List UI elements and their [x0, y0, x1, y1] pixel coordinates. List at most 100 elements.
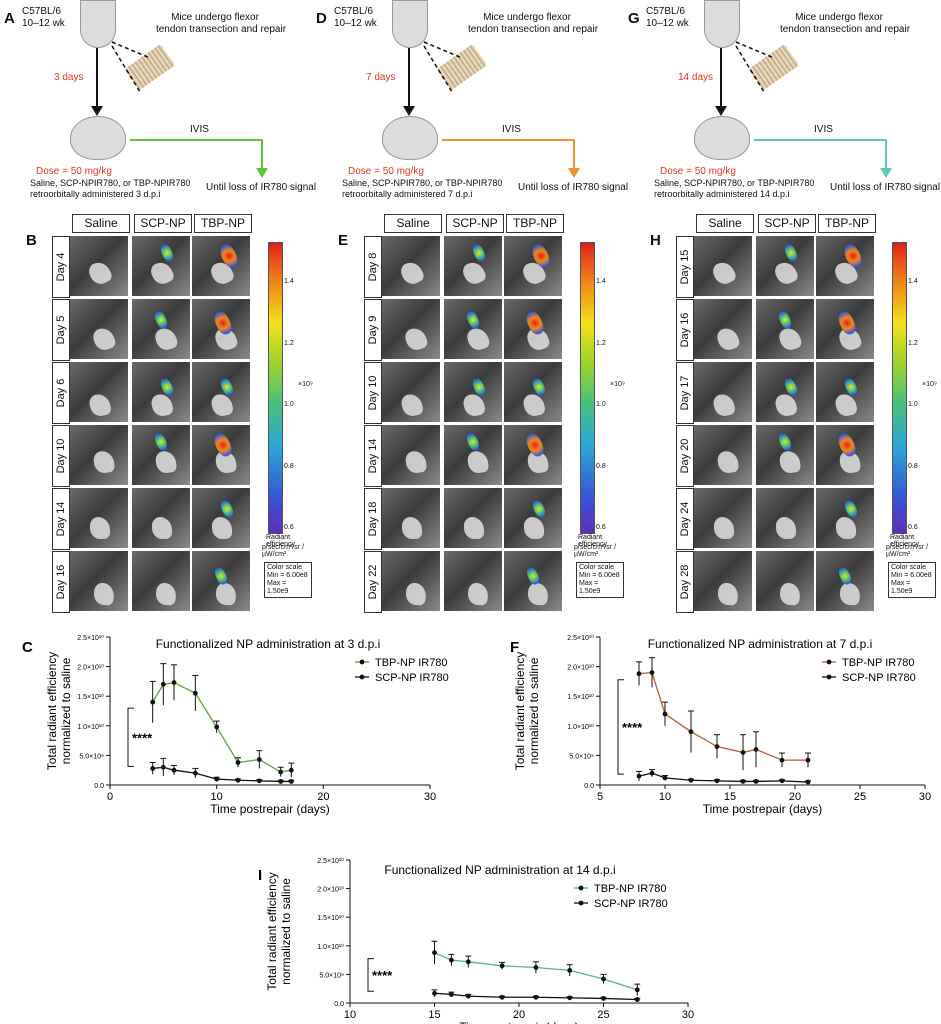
ivis-image [694, 551, 752, 611]
y-tick-label: 2.0×10¹⁰ [567, 664, 594, 672]
paw-shape [155, 582, 177, 606]
data-point [805, 779, 811, 785]
data-point [533, 965, 539, 970]
fluorescence-signal [152, 309, 170, 331]
paw-shape [90, 325, 118, 353]
paw-shape [460, 258, 488, 288]
data-point [601, 996, 606, 1001]
colorbar-label: Radiant efficiency [890, 534, 920, 548]
data-point [662, 775, 668, 781]
data-point [150, 766, 156, 771]
dashed-guide [423, 45, 453, 93]
series-line [152, 766, 292, 783]
procedure-text: tendon transection and repair [467, 24, 599, 35]
row-label: Day 10 [364, 362, 382, 424]
data-point [649, 670, 655, 675]
data-point [688, 777, 694, 783]
fluorescence-signal [152, 431, 170, 453]
ivis-image [382, 236, 440, 296]
y-tick-label: 2.5×10¹⁰ [317, 857, 344, 865]
strain-label: C57BL/6 [334, 6, 373, 17]
ivis-image [132, 299, 190, 359]
image-grid-E: E Saline SCP-NP TBP-NP Day 8 Day 9 Day 10 Day 1… [312, 214, 625, 614]
colorbar-label: Radiant efficiency [266, 534, 296, 548]
series-line [434, 992, 638, 1001]
x-tick-label: 20 [513, 1009, 525, 1021]
paw-shape [86, 258, 114, 288]
paw-shape [464, 325, 492, 353]
row-label: Day 18 [364, 488, 382, 550]
legend-label: TBP-NP IR780 [594, 883, 667, 895]
x-tick-label: 25 [854, 791, 866, 803]
paw-shape [717, 582, 739, 606]
column-header: Saline [72, 214, 130, 233]
colorbar-units: p/sec/cm²/sr / µW/cm² [262, 544, 305, 558]
column-header: Saline [384, 214, 442, 233]
fluorescence-signal [470, 242, 488, 264]
series-line [638, 772, 809, 783]
x-tick-label: 30 [919, 791, 931, 803]
fluorescence-signal [776, 309, 794, 331]
row-label: Day 15 [676, 236, 694, 298]
series-line [152, 681, 292, 773]
chart-title: Functionalized NP administration at 7 d.… [648, 637, 873, 651]
x-tick-label: 5 [597, 791, 603, 803]
endpoint-label: Until loss of IR780 signal [830, 182, 941, 193]
colorbar-tick: 1.4 [284, 278, 294, 285]
ivis-image [504, 551, 562, 611]
panel-letter: G [628, 10, 640, 27]
significance-label: **** [622, 720, 643, 735]
paw-shape [775, 516, 797, 540]
data-point [634, 997, 640, 1002]
paw-shape [402, 325, 430, 353]
data-point [256, 757, 262, 762]
legend-marker [826, 659, 832, 665]
x-tick-label: 30 [682, 1009, 694, 1021]
column-header: Saline [696, 214, 754, 233]
ivis-image [504, 362, 562, 422]
data-point [567, 967, 573, 973]
legend-label: TBP-NP IR780 [375, 657, 448, 669]
ivis-image [70, 425, 128, 485]
panel-letter: B [26, 232, 37, 249]
data-point [636, 773, 642, 779]
ivis-image [816, 362, 874, 422]
paw-shape [466, 449, 490, 475]
procedure-text: Mice undergo flexor [171, 12, 259, 23]
row-label-text: Day 15 [679, 249, 691, 285]
mouse-face-illustration [70, 116, 126, 160]
ivis-image [192, 299, 250, 359]
significance-bracket [127, 707, 134, 767]
paw-shape [87, 392, 113, 418]
ivis-image [132, 362, 190, 422]
paw-shape [714, 325, 742, 353]
legend-marker [359, 659, 365, 665]
scale-title: Color scale [267, 564, 303, 571]
data-point [288, 767, 294, 773]
line-chart-I: I Functionalized NP administration at 14 … [258, 857, 694, 1024]
ivis-image [132, 488, 190, 548]
paw-shape [154, 449, 178, 475]
row-label: Day 8 [364, 236, 382, 298]
data-point [449, 992, 454, 997]
data-point [753, 779, 759, 784]
ivis-image [444, 299, 502, 359]
row-label: Day 20 [676, 425, 694, 487]
age-label: 10–12 wk [334, 18, 377, 29]
x-axis-label: Time postrepair (days) [703, 802, 823, 816]
arrowhead-icon [256, 168, 268, 178]
endpoint-label: Until loss of IR780 signal [206, 182, 317, 193]
y-axis-label: Total radiant efficiencynormalized to sa… [513, 652, 541, 771]
arrowhead-icon [403, 106, 415, 116]
paw-shape [833, 392, 859, 418]
paw-shape [461, 392, 487, 418]
colorbar-tick: 0.8 [908, 462, 918, 470]
scale-title: Color scale [579, 564, 615, 571]
paw-shape [148, 258, 176, 288]
colorbar-tick: 1.0 [284, 401, 294, 408]
fluorescence-signal [464, 431, 482, 453]
ivis-label: IVIS [502, 124, 521, 135]
data-point [449, 957, 454, 963]
ivis-arrow [754, 139, 887, 172]
scale-max: Max = 1.50e9 [267, 580, 289, 595]
